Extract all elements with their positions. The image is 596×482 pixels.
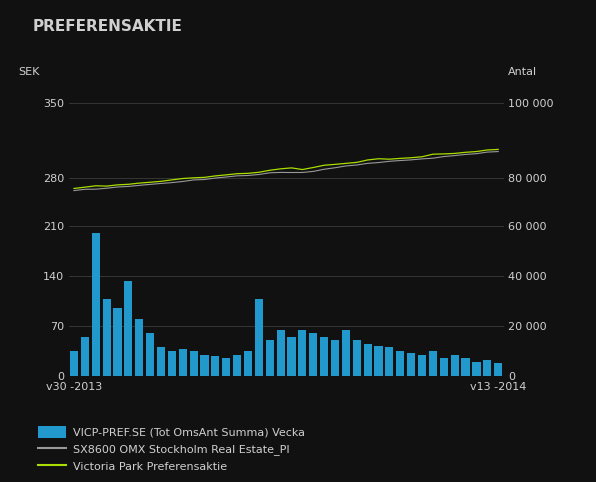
- Bar: [353, 340, 361, 376]
- Bar: [146, 333, 154, 376]
- Bar: [429, 351, 437, 376]
- Bar: [309, 333, 317, 376]
- Bar: [396, 351, 404, 376]
- Bar: [451, 355, 459, 376]
- Bar: [103, 299, 111, 376]
- Bar: [266, 340, 274, 376]
- Bar: [125, 281, 132, 376]
- Text: Antal: Antal: [508, 67, 537, 77]
- Bar: [157, 348, 165, 376]
- Bar: [190, 351, 198, 376]
- Text: PREFERENSAKTIE: PREFERENSAKTIE: [33, 19, 182, 34]
- Bar: [418, 355, 426, 376]
- Bar: [473, 362, 480, 376]
- Text: SEK: SEK: [18, 67, 40, 77]
- Bar: [179, 349, 187, 376]
- Bar: [255, 299, 263, 376]
- Bar: [287, 336, 296, 376]
- Bar: [200, 355, 209, 376]
- Bar: [342, 330, 350, 376]
- Bar: [135, 319, 143, 376]
- Bar: [407, 353, 415, 376]
- Bar: [440, 358, 448, 376]
- Bar: [461, 358, 470, 376]
- Bar: [81, 336, 89, 376]
- Bar: [92, 233, 100, 376]
- Bar: [244, 351, 252, 376]
- Bar: [222, 358, 230, 376]
- Bar: [277, 330, 285, 376]
- Bar: [168, 351, 176, 376]
- Bar: [299, 330, 306, 376]
- Bar: [386, 348, 393, 376]
- Bar: [113, 308, 122, 376]
- Bar: [212, 356, 219, 376]
- Bar: [233, 355, 241, 376]
- Bar: [320, 336, 328, 376]
- Bar: [374, 346, 383, 376]
- Bar: [483, 360, 491, 376]
- Bar: [494, 363, 502, 376]
- Legend: VICP-PREF.SE (Tot OmsAnt Summa) Vecka, SX8600 OMX Stockholm Real Estate_PI, Vict: VICP-PREF.SE (Tot OmsAnt Summa) Vecka, S…: [38, 427, 305, 471]
- Bar: [331, 340, 339, 376]
- Bar: [70, 351, 78, 376]
- Bar: [364, 344, 372, 376]
